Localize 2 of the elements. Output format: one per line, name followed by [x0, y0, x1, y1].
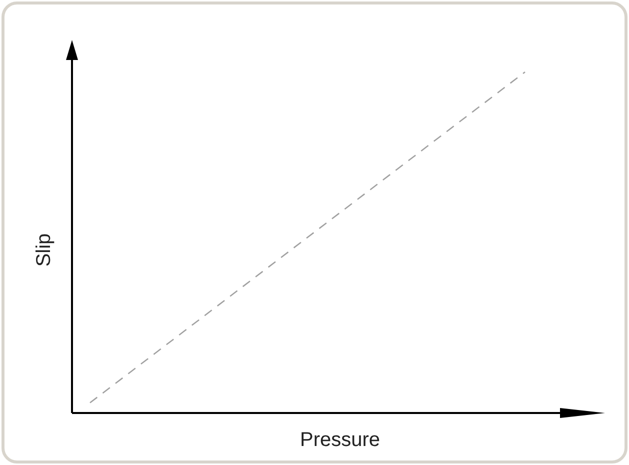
x-axis-title: Pressure: [300, 429, 380, 451]
y-axis-title: Slip: [33, 233, 55, 267]
